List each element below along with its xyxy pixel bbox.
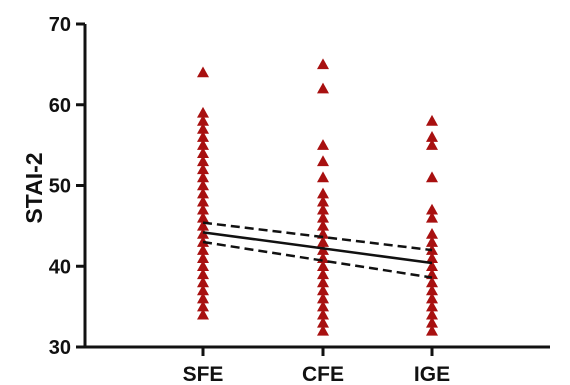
data-points: [197, 58, 438, 336]
data-point: [197, 163, 209, 175]
data-point: [197, 114, 209, 126]
data-point: [317, 219, 329, 231]
data-point: [197, 300, 209, 312]
x-axis: SFE CFE IGE: [85, 345, 550, 385]
data-point: [317, 292, 329, 304]
data-point: [197, 203, 209, 215]
fit-line: [202, 231, 433, 265]
data-point: [426, 292, 438, 304]
data-point: [426, 252, 438, 263]
data-point: [317, 139, 329, 150]
data-point: [426, 131, 438, 142]
ci-lower-line: [202, 240, 433, 279]
y-axis-title: STAI-2: [21, 152, 47, 223]
x-tick-label: SFE: [183, 363, 224, 385]
y-tick-label: 50: [49, 176, 71, 198]
data-point: [426, 171, 438, 183]
data-point: [197, 195, 209, 207]
data-point: [197, 292, 209, 304]
ci-upper-line: [202, 221, 433, 252]
data-point: [197, 139, 209, 150]
data-point: [426, 260, 438, 272]
y-tick-label: 60: [49, 95, 71, 117]
y-axis: 30 40 50 60 70: [49, 14, 87, 359]
x-tick-label: CFE: [302, 363, 344, 385]
data-point: [317, 308, 329, 320]
data-point: [426, 227, 438, 239]
data-point: [197, 66, 209, 78]
data-point: [197, 268, 209, 280]
data-point: [317, 187, 329, 199]
data-point: [317, 171, 329, 183]
x-tick-label: IGE: [414, 363, 450, 385]
data-point: [317, 276, 329, 288]
data-point: [197, 131, 209, 142]
data-point: [197, 276, 209, 288]
data-point: [317, 58, 329, 70]
data-point: [197, 244, 209, 255]
data-point: [426, 203, 438, 215]
data-point: [197, 211, 209, 223]
data-point: [197, 187, 209, 199]
data-point: [426, 211, 438, 223]
data-point: [317, 260, 329, 272]
data-point: [197, 155, 209, 167]
data-point: [317, 82, 329, 94]
y-tick-label: 30: [49, 337, 71, 359]
data-point: [317, 236, 329, 247]
data-point: [317, 155, 329, 167]
data-point: [317, 195, 329, 207]
data-point: [317, 284, 329, 296]
data-point: [426, 114, 438, 126]
data-point: [197, 171, 209, 183]
data-point: [197, 284, 209, 296]
data-point: [197, 122, 209, 134]
data-point: [197, 147, 209, 158]
data-point: [426, 324, 438, 336]
data-point: [317, 268, 329, 280]
data-point: [317, 324, 329, 336]
data-point: [317, 316, 329, 328]
data-point: [197, 106, 209, 118]
data-point: [426, 284, 438, 296]
data-point: [426, 276, 438, 288]
data-point: [317, 203, 329, 215]
data-point: [426, 308, 438, 320]
y-tick-label: 70: [49, 14, 71, 36]
y-tick-label: 40: [49, 256, 71, 278]
data-point: [197, 260, 209, 272]
data-point: [426, 300, 438, 312]
data-point: [426, 236, 438, 247]
data-point: [197, 179, 209, 191]
data-point: [197, 219, 209, 231]
data-point: [197, 252, 209, 263]
data-point: [197, 308, 209, 320]
data-point: [317, 211, 329, 223]
data-point: [317, 300, 329, 312]
data-point: [426, 316, 438, 328]
data-point: [426, 139, 438, 150]
data-point: [197, 236, 209, 247]
regression-lines: [202, 221, 433, 279]
